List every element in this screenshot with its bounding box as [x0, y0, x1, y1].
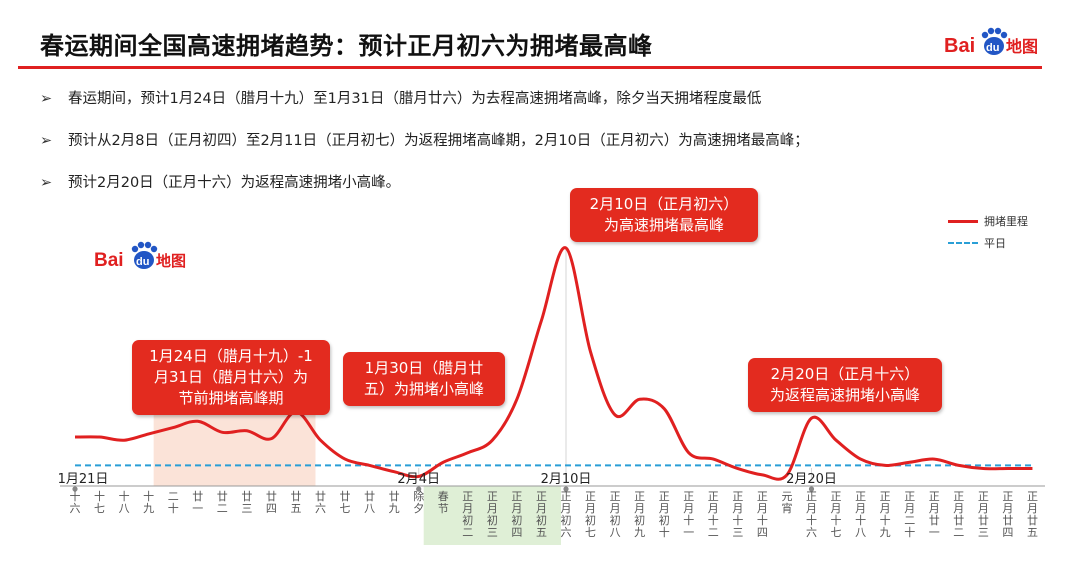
x-tick-label: 廿三 — [241, 490, 252, 515]
callout-line: 2月10日（正月初六） — [589, 195, 739, 213]
highlight-band-return — [423, 486, 561, 545]
x-tick-label: 正月廿二 — [953, 490, 964, 539]
logo-text-du: du — [136, 256, 149, 268]
date-marker-dot — [72, 486, 78, 492]
x-tick-label: 正月初六 — [561, 490, 572, 539]
callout-pre-festival: 1月24日（腊月十九）-1 月31日（腊月廿六）为 节前拥堵高峰期 — [132, 340, 330, 415]
x-tick-label: 十八 — [119, 489, 130, 515]
x-tick-label: 正月初四 — [511, 490, 522, 539]
x-tick-label: 廿一 — [192, 490, 203, 515]
logo-text-map: 地图 — [156, 252, 186, 270]
x-tick-label: 正月廿三 — [978, 490, 989, 539]
x-tick-label: 正月二十 — [904, 490, 915, 539]
date-marker-dot — [563, 486, 569, 492]
date-marker-label: 2月10日 — [541, 472, 592, 487]
x-tick-label: 十六 — [70, 489, 81, 515]
chart-baidu-map-logo: Bai du 地图 — [94, 241, 186, 271]
x-tick-label: 正月十六 — [806, 490, 817, 539]
callout-small-peak-feb20: 2月20日（正月十六） 为返程高速拥堵小高峰 — [748, 358, 942, 412]
date-marker-dot — [416, 486, 422, 492]
bullet-item: ➢ 春运期间，预计1月24日（腊月十九）至1月31日（腊月廿六）为去程高速拥堵高峰… — [40, 88, 809, 130]
x-tick-label: 正月十九 — [880, 490, 891, 539]
bullet-arrow-icon: ➢ — [40, 133, 53, 149]
x-tick-label: 正月十一 — [683, 490, 694, 539]
x-tick-label: 春节 — [438, 490, 449, 515]
x-tick-label: 廿八 — [364, 490, 375, 515]
bullet-text: 预计从2月8日（正月初四）至2月11日（正月初七）为返程拥堵高峰期，2月10日（… — [68, 133, 809, 149]
legend-item-avg: 平日 — [948, 232, 1028, 254]
x-tick-label: 廿九 — [389, 490, 400, 515]
x-tick-label: 廿五 — [290, 490, 301, 515]
x-tick-label: 廿四 — [266, 490, 277, 515]
title-divider — [18, 66, 1042, 69]
bullet-text: 预计2月20日（正月十六）为返程高速拥堵小高峰。 — [68, 175, 401, 191]
x-tick-label: 正月廿一 — [929, 490, 940, 539]
callout-line: 为返程高速拥堵小高峰 — [769, 386, 920, 404]
bullet-arrow-icon: ➢ — [40, 175, 53, 191]
date-marker-label: 2月4日 — [397, 472, 440, 487]
x-tick-label: 廿七 — [340, 490, 351, 515]
legend-swatch-dashed — [948, 242, 978, 244]
x-tick-label: 正月初五 — [536, 490, 547, 539]
x-tick-label: 正月初九 — [634, 490, 645, 539]
x-tick-label: 正月初七 — [585, 490, 596, 539]
callout-line: 月31日（腊月廿六）为 — [153, 368, 309, 386]
x-tick-label: 二十 — [168, 490, 179, 515]
date-marker-label: 2月20日 — [786, 472, 837, 487]
logo-text-bai: Bai — [94, 250, 124, 271]
x-tick-label: 正月初二 — [462, 490, 473, 539]
x-tick-label: 正月十四 — [757, 490, 768, 539]
x-tick-label: 正月廿四 — [1002, 490, 1013, 539]
date-marker-label: 1月21日 — [58, 472, 109, 487]
baidu-map-logo: Bai du 地图 — [944, 27, 1038, 57]
legend-item-main: 拥堵里程 — [948, 210, 1028, 232]
x-tick-label: 十九 — [143, 489, 154, 515]
x-tick-label: 正月初十 — [659, 490, 670, 539]
summary-bullets: ➢ 春运期间，预计1月24日（腊月十九）至1月31日（腊月廿六）为去程高速拥堵高峰… — [40, 88, 809, 214]
logo-text-map: 地图 — [1006, 37, 1038, 56]
callout-line: 1月30日（腊月廿 — [364, 359, 484, 377]
x-tick-label: 除夕 — [413, 489, 424, 515]
x-tick-label: 正月初三 — [487, 490, 498, 539]
callout-small-peak-jan30: 1月30日（腊月廿 五）为拥堵小高峰 — [343, 352, 505, 406]
callout-line: 五）为拥堵小高峰 — [363, 380, 484, 398]
bullet-arrow-icon: ➢ — [40, 91, 53, 107]
x-tick-label: 廿六 — [315, 490, 326, 515]
x-tick-label: 正月初八 — [610, 490, 621, 539]
legend-label: 拥堵里程 — [984, 215, 1028, 228]
paw-icon: du — [131, 241, 158, 269]
bullet-item: ➢ 预计从2月8日（正月初四）至2月11日（正月初七）为返程拥堵高峰期，2月10日… — [40, 130, 809, 172]
callout-line: 2月20日（正月十六） — [770, 365, 920, 383]
highlight-band-pre_festival — [153, 415, 316, 486]
series-line-congestion — [74, 246, 1033, 481]
x-tick-label: 元宵 — [781, 490, 792, 515]
bullet-text: 春运期间，预计1月24日（腊月十九）至1月31日（腊月廿六）为去程高速拥堵高峰，… — [68, 91, 762, 107]
x-tick-label: 廿二 — [217, 490, 228, 515]
x-tick-label: 十七 — [94, 489, 105, 515]
logo-text-du: du — [986, 42, 999, 54]
x-tick-label: 正月十三 — [732, 490, 743, 539]
legend-label: 平日 — [984, 237, 1006, 250]
x-tick-label: 正月廿五 — [1027, 490, 1038, 539]
paw-icon: du — [981, 27, 1008, 55]
callout-line: 1月24日（腊月十九）-1 — [149, 347, 313, 365]
callout-line: 节前拥堵高峰期 — [178, 389, 284, 407]
page-title: 春运期间全国高速拥堵趋势：预计正月初六为拥堵最高峰 — [40, 32, 653, 60]
chart-legend: 拥堵里程 平日 — [948, 210, 1028, 254]
date-marker-dot — [808, 486, 815, 492]
x-tick-label: 正月十二 — [708, 490, 719, 539]
bullet-item: ➢ 预计2月20日（正月十六）为返程高速拥堵小高峰。 — [40, 172, 809, 214]
x-tick-label: 正月十八 — [855, 490, 866, 539]
callout-peak-feb10: 2月10日（正月初六） 为高速拥堵最高峰 — [570, 188, 758, 242]
logo-text-bai: Bai — [944, 35, 975, 57]
x-tick-label: 正月十七 — [831, 490, 842, 539]
legend-swatch-solid — [948, 219, 978, 223]
callout-line: 为高速拥堵最高峰 — [603, 216, 724, 234]
